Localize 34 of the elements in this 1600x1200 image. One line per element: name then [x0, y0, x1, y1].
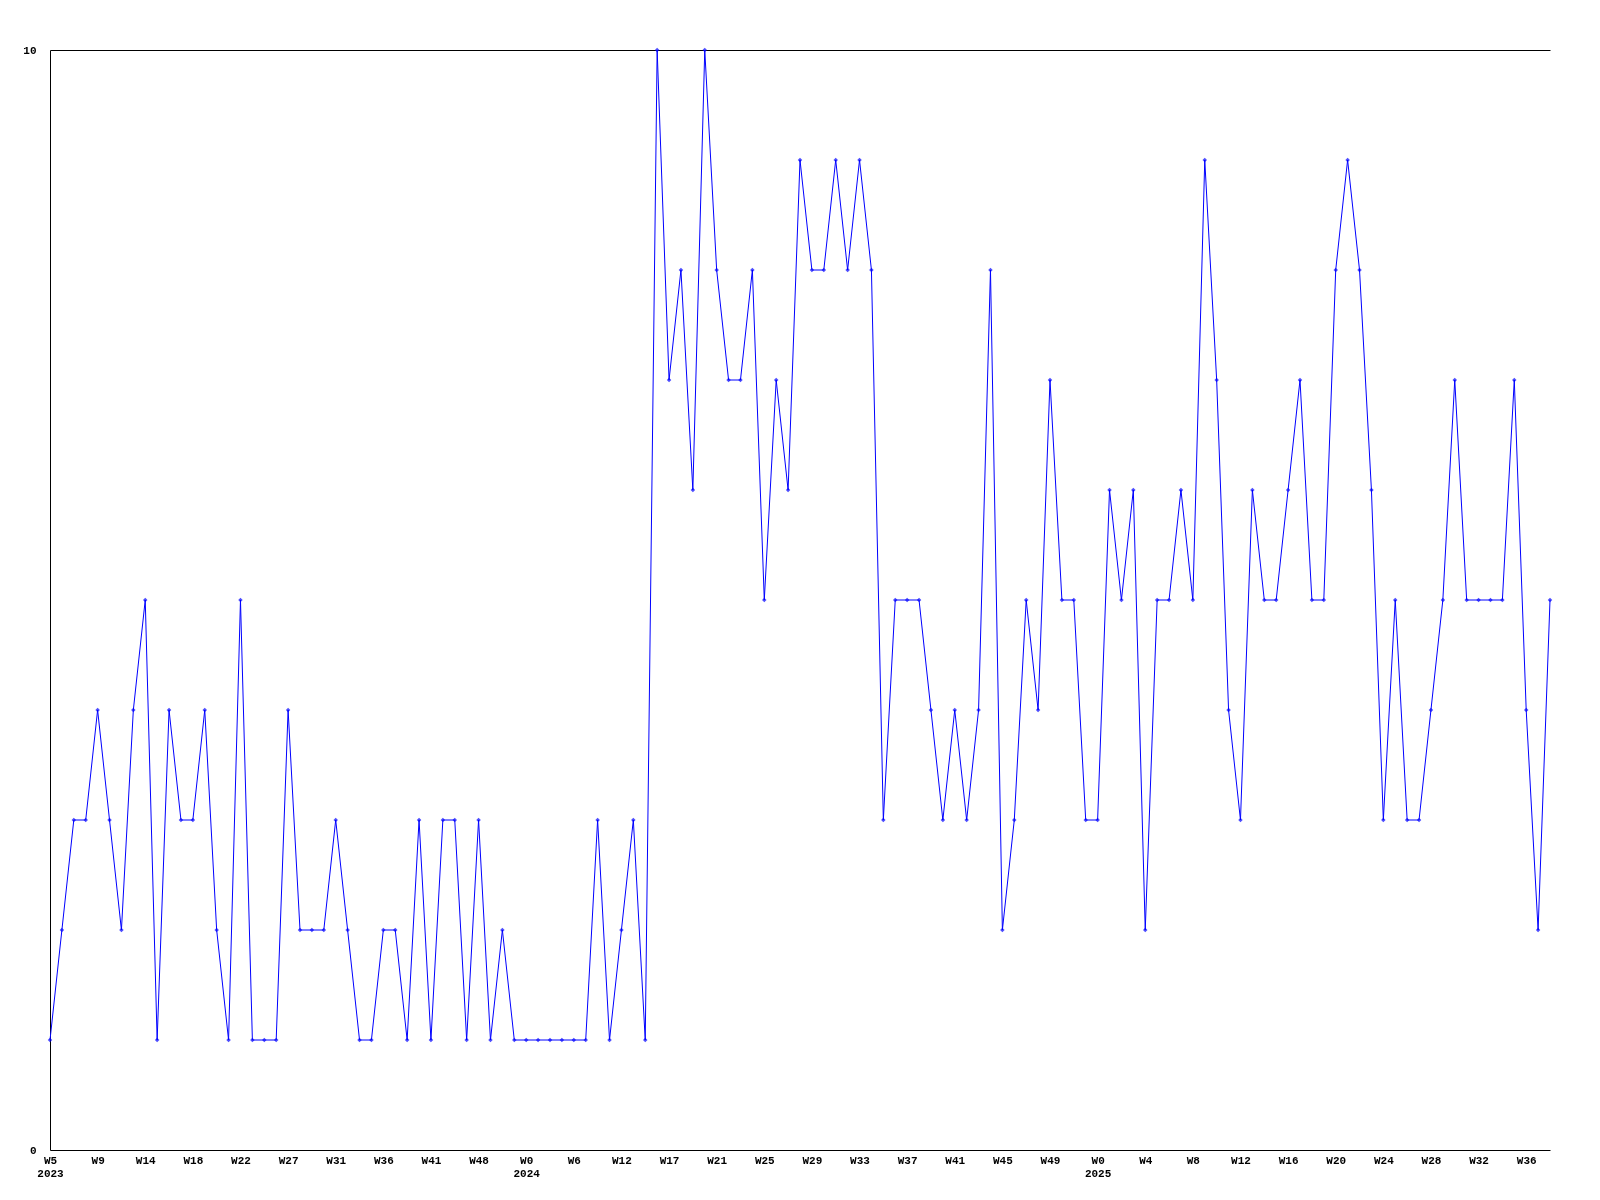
x-tick-label: W31 [326, 1154, 347, 1167]
x-tick-label: W20 [1326, 1154, 1347, 1167]
x-tick-label: W17 [659, 1154, 680, 1167]
x-tick-label: W41 [421, 1154, 442, 1167]
x-tick-label: W41 [945, 1154, 966, 1167]
x-tick-label: W29 [802, 1154, 823, 1167]
x-tick-label: W14 [135, 1154, 157, 1167]
x-tick-label: W22 [231, 1154, 251, 1167]
x-tick-label: W12 [1231, 1154, 1251, 1167]
x-tick-label: W36 [373, 1154, 394, 1167]
x-tick-label: W16 [1278, 1154, 1299, 1167]
x-tick-label: W25 [754, 1154, 776, 1167]
x-tick-label: W0 2024 [513, 1154, 541, 1180]
x-tick-label: W49 [1040, 1154, 1061, 1167]
x-tick-label: W8 [1186, 1154, 1201, 1167]
x-tick-label: W4 [1139, 1154, 1153, 1167]
x-tick-label: W12 [612, 1154, 632, 1167]
x-tick-label: W21 [707, 1154, 728, 1167]
x-tick-label: W32 [1469, 1154, 1489, 1167]
x-tick-label: W33 [850, 1154, 871, 1167]
x-tick-label: W28 [1421, 1154, 1442, 1167]
x-tick-label: W24 [1373, 1154, 1395, 1167]
x-tick-label: W9 [91, 1154, 105, 1167]
x-tick-label: W0 2025 [1084, 1154, 1112, 1180]
x-tick-label: W37 [897, 1154, 918, 1167]
x-tick-label: W18 [183, 1154, 204, 1167]
y-tick-label: 10 [23, 44, 37, 57]
x-tick-label: W36 [1516, 1154, 1537, 1167]
x-tick-label: W6 [567, 1154, 581, 1167]
x-tick-label: W27 [278, 1154, 299, 1167]
x-tick-label: W5 2023 [37, 1154, 65, 1180]
x-tick-label: W48 [469, 1154, 490, 1167]
x-tick-label: W45 [992, 1154, 1014, 1167]
y-tick-label: 0 [29, 1144, 37, 1157]
